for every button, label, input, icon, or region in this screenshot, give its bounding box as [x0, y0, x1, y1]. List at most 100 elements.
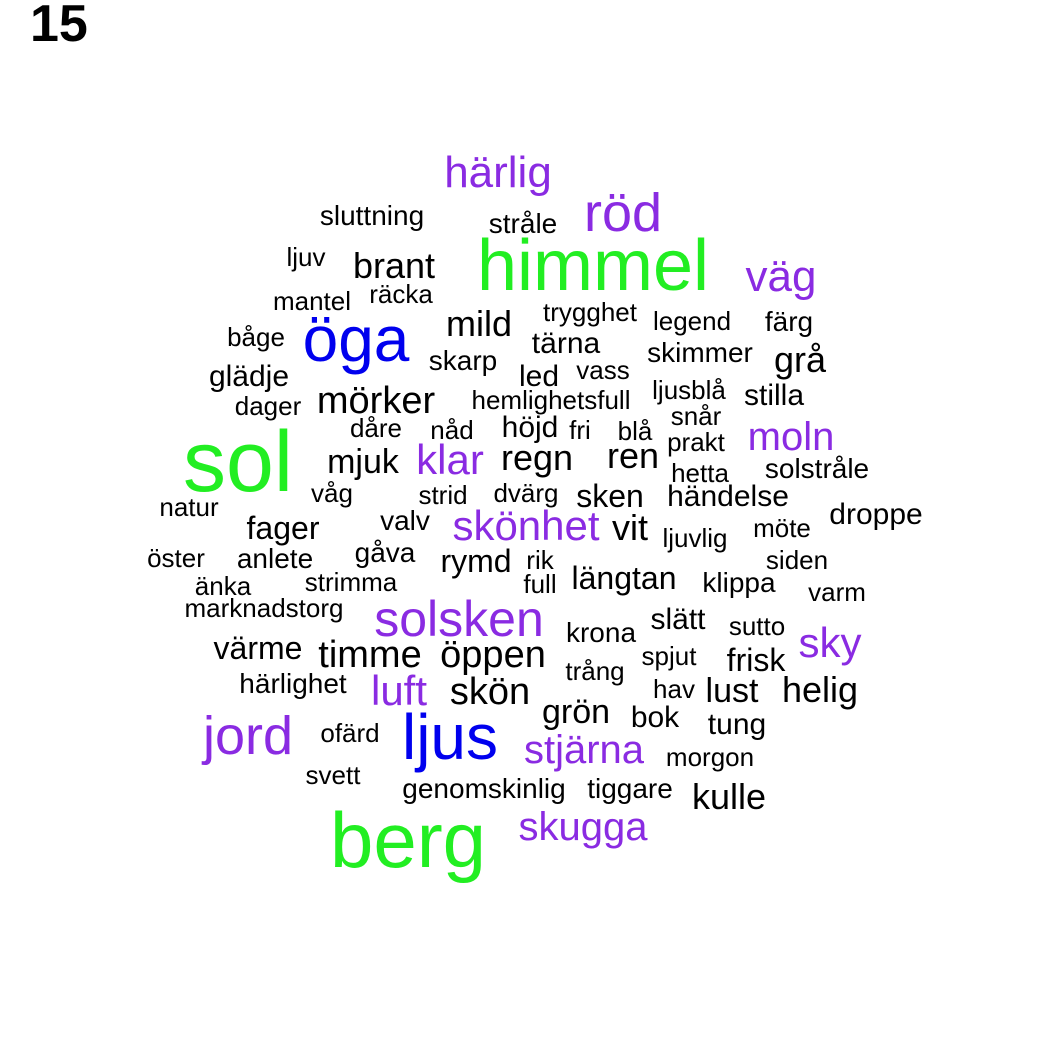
cloud-word: ljusblå [652, 375, 726, 405]
cloud-word: höjd [501, 411, 559, 444]
cloud-word: grå [773, 339, 827, 380]
cloud-word: vit [612, 507, 648, 548]
cloud-word: hetta [671, 458, 729, 488]
cloud-word: dvärg [493, 478, 559, 508]
cloud-word: ljuvlig [662, 523, 728, 553]
cloud-word: timme [318, 634, 422, 676]
cloud-word: hav [653, 674, 695, 704]
cloud-word: tärna [531, 327, 601, 360]
cloud-word: berg [329, 796, 487, 884]
cloud-word: legend [652, 306, 732, 336]
cloud-word: stråle [488, 208, 558, 239]
cloud-word: slätt [650, 603, 706, 636]
cloud-word: svett [305, 760, 361, 790]
cloud-word: natur [159, 492, 219, 522]
cloud-word: räcka [369, 279, 433, 309]
cloud-word: grön [541, 693, 611, 731]
cloud-word: anlete [236, 543, 314, 574]
cloud-word: skimmer [647, 337, 753, 368]
cloud-word: luft [370, 667, 428, 714]
cloud-word: tung [707, 708, 767, 741]
cloud-word: jord [202, 706, 294, 766]
cloud-word: marknadstorg [184, 593, 344, 623]
cloud-word: himmel [476, 226, 710, 306]
cloud-word: värme [213, 630, 303, 666]
cloud-word: mantel [272, 286, 352, 316]
cloud-word: härlig [444, 148, 552, 197]
cloud-word: solsken [374, 591, 544, 647]
cloud-word: kulle [691, 776, 767, 817]
cloud-word: siden [765, 545, 829, 575]
cloud-word: öster [147, 543, 205, 573]
cloud-word: öppen [440, 634, 546, 676]
cloud-word: fager [246, 510, 320, 546]
cloud-word: glädje [208, 360, 290, 393]
cloud-word: tiggare [587, 773, 673, 804]
cloud-word: dager [234, 391, 302, 421]
cloud-word: strimma [304, 567, 398, 597]
cloud-word: sken [576, 478, 644, 514]
cloud-word: sol [183, 414, 293, 510]
cloud-word: väg [745, 252, 817, 301]
cloud-word: ofärd [320, 718, 380, 748]
cloud-word: öga [302, 303, 410, 375]
cloud-word: stilla [743, 379, 805, 412]
cloud-word: genomskinlig [402, 773, 566, 804]
cloud-word: trygghet [543, 297, 637, 327]
cloud-word: mild [445, 303, 513, 344]
cloud-word: klar [416, 436, 484, 483]
cloud-word: hemlighetsfull [471, 385, 631, 415]
cloud-word: våg [311, 478, 353, 508]
cloud-word: ljus [401, 701, 499, 773]
cloud-word: full [523, 569, 557, 599]
cloud-word: regn [500, 437, 574, 478]
cloud-word: bok [630, 701, 680, 734]
cloud-word: ljuv [286, 242, 326, 272]
cloud-word: stjärna [523, 728, 645, 772]
cloud-word: valv [380, 505, 430, 536]
cloud-word: trång [565, 656, 625, 686]
cloud-word: längtan [571, 560, 677, 596]
cloud-word: sutto [728, 611, 786, 641]
cloud-word: led [518, 360, 560, 393]
cloud-word: händelse [667, 480, 789, 513]
cloud-word: mörker [316, 380, 436, 422]
cloud-word: strid [418, 480, 468, 510]
cloud-word: solstråle [764, 453, 870, 484]
cloud-word: dåre [349, 413, 403, 443]
cloud-word: mjuk [327, 443, 399, 481]
cloud-word: skön [449, 671, 531, 713]
cloud-word: röd [583, 183, 663, 243]
cloud-word: rik [526, 545, 554, 575]
cloud-word: spjut [641, 641, 697, 671]
cloud-word: ren [606, 435, 660, 476]
cloud-word: rymd [440, 543, 512, 579]
cloud-word: klippa [702, 567, 776, 598]
cloud-word: sluttning [319, 200, 425, 231]
cloud-word: vass [576, 355, 630, 385]
cloud-word: skönhet [452, 502, 600, 549]
cloud-word: skugga [518, 805, 648, 849]
cloud-word: varm [808, 577, 866, 607]
cloud-word: möte [753, 513, 811, 543]
cloud-word: prakt [667, 427, 725, 457]
cloud-word: morgon [665, 742, 755, 772]
cloud-word: gåva [354, 537, 416, 568]
cloud-word: krona [565, 617, 637, 648]
cloud-word: frisk [726, 642, 786, 678]
cloud-word: fri [569, 415, 591, 445]
cloud-word: moln [747, 415, 835, 459]
cloud-word: helig [781, 669, 859, 710]
cloud-word: båge [227, 322, 285, 352]
panel-label: 15 [30, 0, 88, 53]
cloud-word: droppe [829, 498, 923, 531]
cloud-word: blå [617, 416, 653, 446]
cloud-word: snår [670, 401, 722, 431]
cloud-word: skarp [428, 345, 498, 376]
cloud-word: nåd [430, 415, 474, 445]
cloud-word: härlighet [239, 668, 347, 699]
cloud-word: lust [705, 672, 759, 710]
cloud-word: änka [194, 571, 252, 601]
cloud-word: brant [352, 245, 436, 286]
cloud-word: sky [798, 619, 862, 666]
